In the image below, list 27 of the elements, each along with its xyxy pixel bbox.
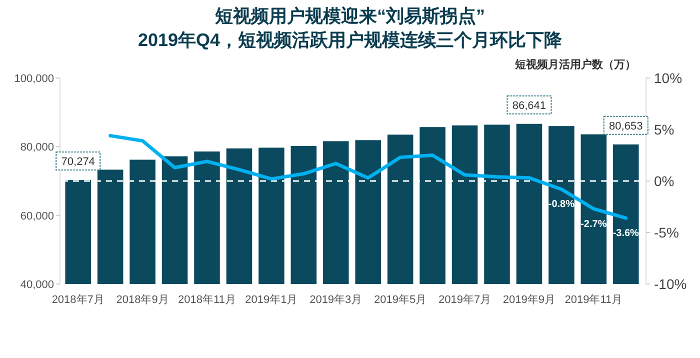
- y2-tick-label: 10%: [654, 70, 682, 86]
- data-label: 86,641: [512, 100, 546, 112]
- y2-tick-label: -10%: [654, 276, 687, 292]
- x-tick-label: 2019年7月: [438, 294, 492, 306]
- y2-tick-label: 0%: [654, 173, 674, 189]
- y2-tick-label: -5%: [654, 224, 679, 240]
- x-tick-label: 2019年9月: [502, 294, 556, 306]
- x-tick-label: 2018年7月: [52, 294, 104, 306]
- x-tick-label: 2018年9月: [116, 294, 169, 306]
- x-tick-label: 2019年5月: [374, 294, 427, 306]
- data-label: -0.8%: [548, 199, 575, 210]
- data-label: -2.7%: [580, 218, 607, 230]
- y-tick-label: 60,000: [20, 210, 54, 222]
- x-tick-label: 2018年11月: [178, 294, 236, 306]
- data-label: -3.6%: [612, 228, 640, 240]
- chart-title: 短视频用户规模迎来“刘易斯拐点” 2019年Q4，短视频活跃用户规模连续三个月环比下降: [138, 6, 564, 50]
- x-tick-label: 2019年1月: [245, 294, 298, 306]
- y-tick-label: 100,000: [14, 73, 54, 85]
- x-tick-label: 2019年3月: [310, 294, 362, 306]
- x-tick-label: 2019年11月: [564, 294, 623, 306]
- y-tick-label: 40,000: [20, 279, 54, 291]
- data-label: 70,274: [61, 156, 95, 168]
- y2-axis-title: 短视频月活用户数（万）: [514, 58, 636, 71]
- line-series: [108, 134, 628, 220]
- y2-tick-label: 5%: [654, 122, 674, 138]
- y-tick-label: 80,000: [20, 142, 54, 154]
- data-label: 80,653: [609, 120, 643, 132]
